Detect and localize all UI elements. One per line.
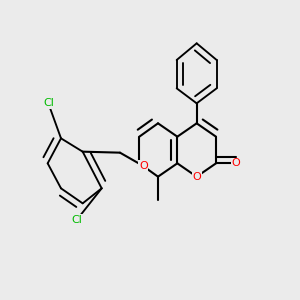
Text: Cl: Cl xyxy=(71,215,82,225)
Text: O: O xyxy=(139,161,148,171)
Text: Cl: Cl xyxy=(43,98,54,108)
Text: O: O xyxy=(192,172,201,182)
Text: O: O xyxy=(232,158,240,168)
